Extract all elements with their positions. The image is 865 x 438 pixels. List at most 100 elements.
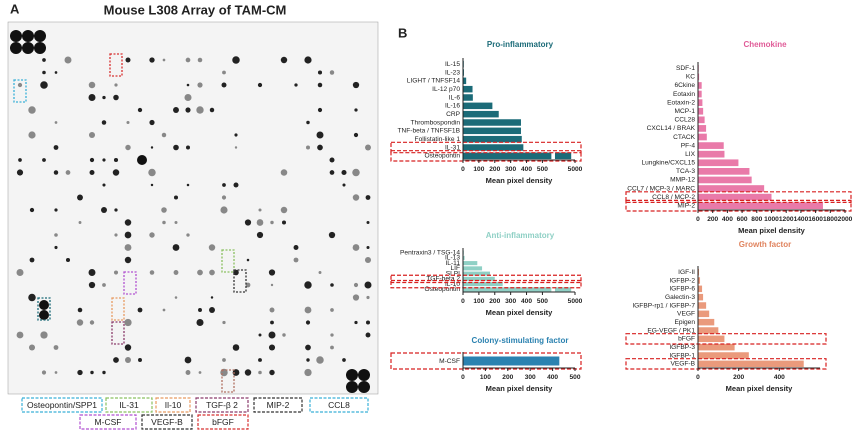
category-label: Osteopontin xyxy=(424,286,460,293)
x-tick-label: 0 xyxy=(461,374,465,381)
category-label: Thrombospondin xyxy=(411,119,461,126)
array-spot xyxy=(198,371,202,374)
legend-box xyxy=(195,397,249,413)
array-spot xyxy=(342,358,346,362)
array-spot xyxy=(54,233,58,237)
category-label: IGF-II xyxy=(678,269,695,276)
array-spot xyxy=(102,183,106,187)
array-spot xyxy=(330,308,334,312)
array-spot xyxy=(173,144,179,151)
array-spot xyxy=(244,219,252,226)
array-spot xyxy=(54,208,58,212)
x-tick-label: 500 xyxy=(537,166,548,173)
highlight-box xyxy=(111,297,125,321)
x-tick-label: 400 xyxy=(774,374,785,381)
bar xyxy=(698,107,704,115)
category-label: VEGF-B xyxy=(670,361,695,368)
array-spot xyxy=(209,307,215,313)
array-spot xyxy=(364,281,372,289)
array-spot xyxy=(210,296,214,299)
legend-box xyxy=(141,414,193,430)
highlight-box xyxy=(625,199,852,212)
legend-box xyxy=(253,397,303,413)
array-spot xyxy=(10,30,22,42)
array-spot xyxy=(256,231,264,239)
array-spot xyxy=(149,119,155,126)
highlight-box xyxy=(233,269,247,293)
bar xyxy=(698,277,701,284)
array-spot xyxy=(316,356,324,364)
bar xyxy=(463,77,467,85)
array-spot xyxy=(258,208,262,212)
array-spot xyxy=(306,120,310,125)
array-spot xyxy=(173,107,179,113)
category-label: IL-15 xyxy=(445,61,460,68)
array-spot xyxy=(102,158,106,162)
array-spot xyxy=(329,70,335,75)
legend-label: CCL8 xyxy=(328,400,350,410)
array-spot xyxy=(124,219,132,226)
bar xyxy=(463,152,572,160)
array-spot xyxy=(137,307,143,313)
category-label: TCA-3 xyxy=(676,168,695,175)
x-tick-label: 200 xyxy=(489,166,500,173)
bar xyxy=(698,310,710,318)
array-spot xyxy=(234,146,238,149)
array-spot xyxy=(281,220,287,225)
array-spot xyxy=(317,144,323,151)
bar xyxy=(698,90,702,98)
x-tick-label: 0 xyxy=(461,166,465,173)
bar xyxy=(463,287,572,292)
array-spot xyxy=(268,344,276,351)
bar xyxy=(698,125,707,132)
bar xyxy=(698,133,707,141)
category-label: SDF-1 xyxy=(676,65,695,72)
array-spot xyxy=(34,30,46,42)
bar xyxy=(463,110,499,118)
bar xyxy=(463,144,524,151)
array-spot xyxy=(329,157,335,163)
array-spot xyxy=(366,245,370,250)
category-label: CCL8 / MCP-2 xyxy=(652,194,695,201)
array-spot xyxy=(186,233,190,237)
category-label: IL-10 xyxy=(445,281,460,288)
highlight-box xyxy=(625,358,827,370)
array-spot xyxy=(41,370,47,375)
category-label: KC xyxy=(686,74,695,81)
panel-label: B xyxy=(398,25,407,40)
array-spot xyxy=(88,131,96,139)
array-spot xyxy=(269,307,275,313)
array-spot xyxy=(305,145,311,150)
category-label: Eotaxin xyxy=(673,91,695,98)
array-spot xyxy=(270,320,274,325)
category-label: bFGF xyxy=(678,336,695,343)
array-spot xyxy=(353,282,359,288)
array-spot xyxy=(318,271,322,274)
category-label: IL-31 xyxy=(445,144,460,151)
array-spot xyxy=(352,81,360,89)
array-spot xyxy=(293,245,299,250)
array-spot xyxy=(269,369,275,376)
bar xyxy=(463,85,473,93)
x-tick-label: 200 xyxy=(489,298,500,305)
x-tick-label: 1800 xyxy=(823,216,838,223)
highlight-box xyxy=(111,321,125,345)
highlight-box xyxy=(123,271,137,295)
highlight-box xyxy=(221,249,235,273)
array-spot xyxy=(101,120,107,125)
array-spot xyxy=(196,106,204,114)
bar xyxy=(698,142,724,149)
array-spot xyxy=(28,293,36,302)
array-spot xyxy=(29,257,35,263)
array-spot xyxy=(22,42,34,54)
chart-title: Colony-stimulating factor xyxy=(472,336,569,345)
array-spot xyxy=(365,144,371,151)
bar xyxy=(463,119,521,126)
array-spot xyxy=(125,144,131,151)
array-spot xyxy=(184,356,192,364)
array-spot xyxy=(40,81,48,89)
highlight-box xyxy=(221,369,235,393)
bar xyxy=(463,102,493,110)
array-spot xyxy=(114,233,118,237)
